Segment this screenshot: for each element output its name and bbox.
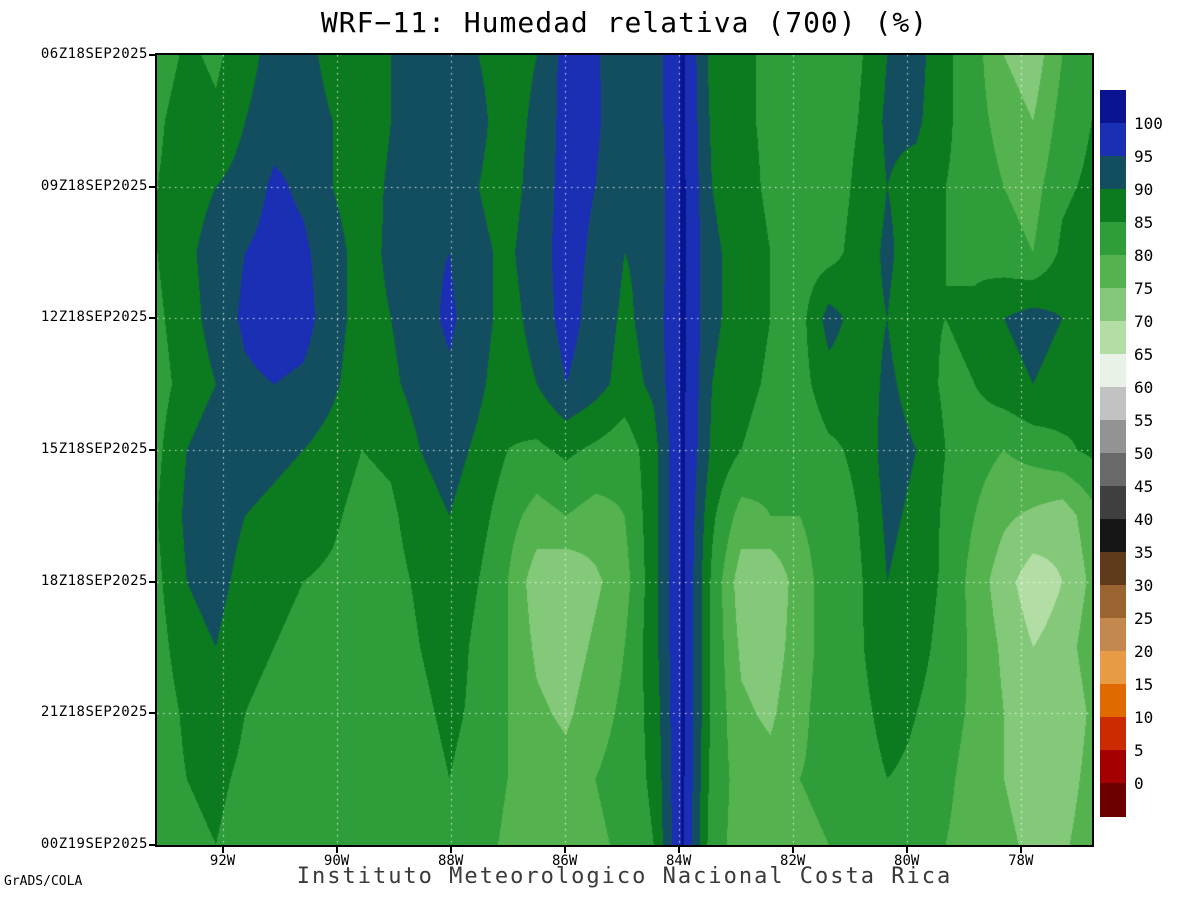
- colorbar-label: 85: [1134, 213, 1154, 232]
- colorbar-segment: [1100, 288, 1126, 322]
- colorbar-label: 10: [1134, 708, 1154, 727]
- colorbar-segment: [1100, 783, 1126, 817]
- x-tick-mark: [1019, 847, 1022, 853]
- colorbar-label: 60: [1134, 378, 1154, 397]
- plot-area: [155, 53, 1094, 847]
- colorbar-label: 50: [1134, 444, 1154, 463]
- x-tick-mark: [221, 847, 224, 853]
- colorbar-segment: [1100, 618, 1126, 652]
- colorbar-segment: [1100, 189, 1126, 223]
- colorbar-label: 65: [1134, 345, 1154, 364]
- chart-title: WRF−11: Humedad relativa (700) (%): [320, 6, 929, 39]
- colorbar-segment: [1100, 486, 1126, 520]
- colorbar-segment: [1100, 90, 1126, 124]
- colorbar-label: 80: [1134, 246, 1154, 265]
- y-tick-label: 15Z18SEP2025: [40, 441, 148, 457]
- x-tick-mark: [335, 847, 338, 853]
- colorbar-label: 15: [1134, 675, 1154, 694]
- x-tick-mark: [791, 847, 794, 853]
- y-tick-label: 21Z18SEP2025: [40, 704, 148, 721]
- colorbar-segment: [1100, 651, 1126, 685]
- colorbar-label: 25: [1134, 609, 1154, 628]
- colorbar-segment: [1100, 255, 1126, 289]
- y-tick-label: 06Z18SEP2025: [40, 46, 148, 62]
- x-tick-mark: [563, 847, 566, 853]
- colorbar-label: 20: [1134, 642, 1154, 661]
- colorbar-segment: [1100, 519, 1126, 553]
- colorbar-segment: [1100, 717, 1126, 751]
- footer-institute: Instituto Meteorologico Nacional Costa R…: [296, 864, 953, 889]
- y-tick-label: 12Z18SEP2025: [40, 309, 148, 326]
- x-tick-mark: [905, 847, 908, 853]
- grads-credit: GrADS/COLA: [4, 874, 83, 889]
- colorbar-segment: [1100, 123, 1126, 157]
- colorbar-label: 95: [1134, 147, 1154, 166]
- colorbar-segment: [1100, 453, 1126, 487]
- colorbar-label: 70: [1134, 312, 1154, 331]
- colorbar-label: 45: [1134, 477, 1154, 496]
- colorbar-label: 90: [1134, 180, 1154, 199]
- colorbar-label: 30: [1134, 576, 1154, 595]
- colorbar-segment: [1100, 321, 1126, 355]
- x-tick-mark: [677, 847, 680, 853]
- y-tick-label: 18Z18SEP2025: [40, 572, 148, 589]
- colorbar-segment: [1100, 585, 1126, 619]
- colorbar-label: 35: [1134, 543, 1154, 562]
- colorbar-segment: [1100, 750, 1126, 784]
- colorbar-label: 40: [1134, 510, 1154, 529]
- y-tick-label: 00Z19SEP2025: [40, 836, 148, 852]
- colorbar-label: 5: [1134, 741, 1144, 760]
- colorbar-label: 0: [1134, 774, 1144, 793]
- colorbar-segment: [1100, 684, 1126, 718]
- contour-canvas: [157, 55, 1092, 845]
- colorbar-label: 100: [1134, 114, 1163, 133]
- colorbar-segment: [1100, 156, 1126, 190]
- colorbar-segment: [1100, 552, 1126, 586]
- colorbar-segment: [1100, 387, 1126, 421]
- colorbar-segment: [1100, 354, 1126, 388]
- colorbar-segment: [1100, 420, 1126, 454]
- x-tick-mark: [449, 847, 452, 853]
- y-tick-label: 09Z18SEP2025: [40, 177, 148, 194]
- colorbar-segment: [1100, 222, 1126, 256]
- colorbar-label: 55: [1134, 411, 1154, 430]
- colorbar-label: 75: [1134, 279, 1154, 298]
